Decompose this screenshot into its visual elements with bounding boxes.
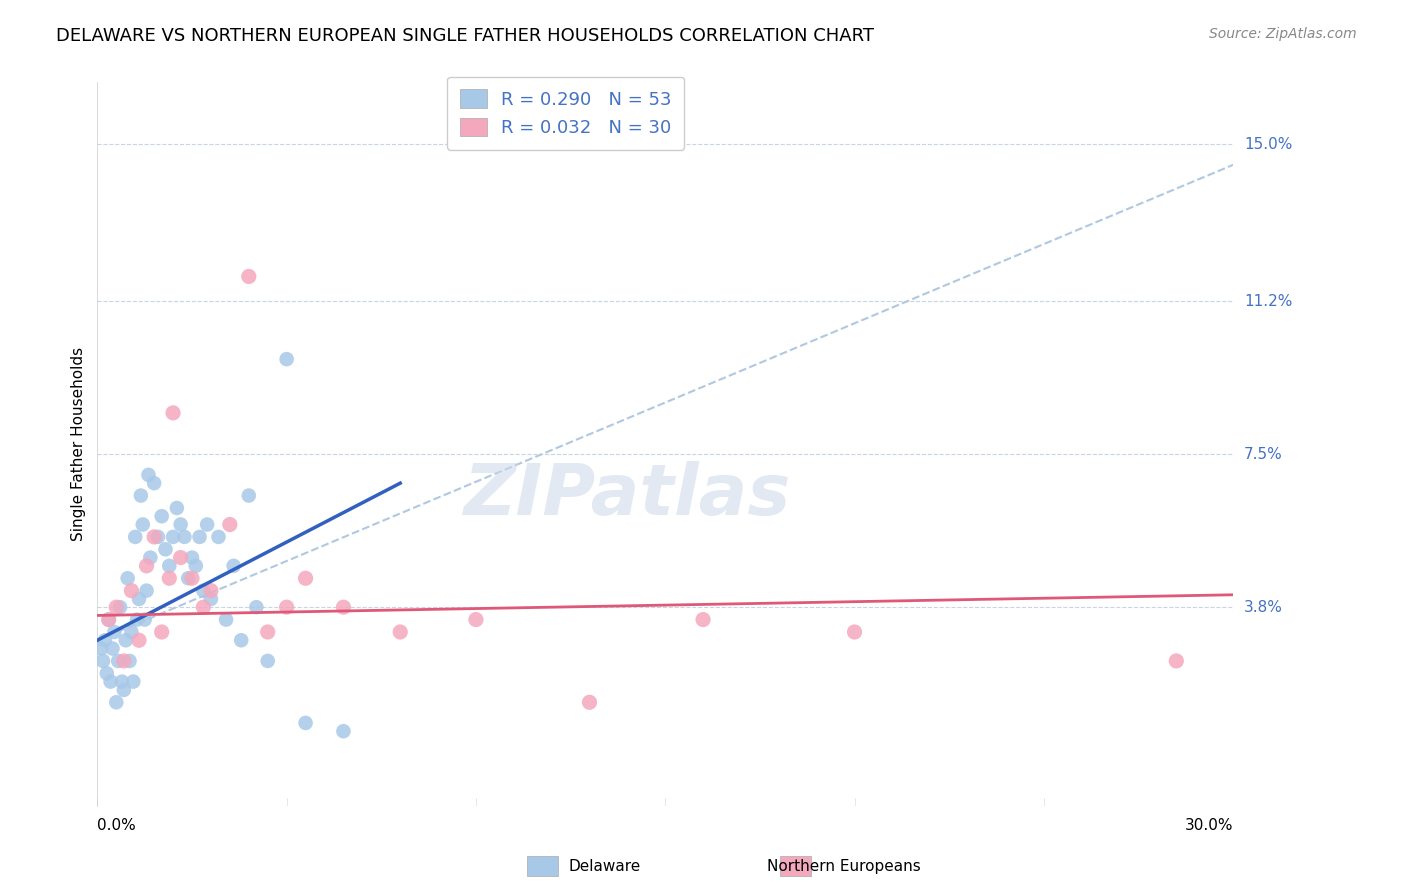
Point (181, 550, 204, 565)
Point (114, 633, 136, 648)
Point (238, 269, 260, 284)
Point (146, 530, 169, 544)
Point (222, 558, 245, 573)
Point (132, 517, 155, 532)
Point (94, 633, 117, 648)
Point (143, 530, 166, 544)
Point (97, 613, 120, 627)
Point (177, 571, 200, 585)
Point (1166, 654, 1188, 668)
Point (138, 467, 160, 482)
Point (118, 654, 141, 668)
Point (90, 641, 112, 656)
Point (692, 613, 714, 627)
FancyBboxPatch shape (780, 856, 811, 876)
Point (112, 654, 135, 668)
Point (105, 600, 128, 615)
Point (135, 558, 157, 573)
Point (139, 550, 162, 565)
Point (207, 530, 229, 544)
Point (120, 583, 142, 598)
Point (96, 666, 118, 681)
Point (150, 509, 173, 524)
Point (108, 600, 131, 615)
Point (200, 591, 222, 606)
Point (111, 674, 134, 689)
Point (155, 542, 177, 557)
Point (143, 476, 166, 491)
Point (91, 654, 114, 668)
Point (127, 613, 149, 627)
Point (389, 625, 412, 640)
Text: 3.8%: 3.8% (1244, 599, 1284, 615)
Point (128, 633, 150, 648)
Point (173, 530, 195, 544)
Point (157, 558, 180, 573)
Point (135, 583, 157, 598)
Text: DELAWARE VS NORTHERN EUROPEAN SINGLE FATHER HOUSEHOLDS CORRELATION CHART: DELAWARE VS NORTHERN EUROPEAN SINGLE FAT… (56, 27, 875, 45)
Point (157, 571, 180, 585)
Text: Delaware: Delaware (568, 859, 641, 874)
Text: 30.0%: 30.0% (1185, 818, 1233, 833)
Point (294, 571, 316, 585)
Point (120, 625, 142, 640)
Point (195, 517, 218, 532)
Y-axis label: Single Father Households: Single Father Households (72, 347, 86, 541)
Text: ZIPatlas: ZIPatlas (464, 461, 792, 530)
Point (107, 654, 129, 668)
Point (218, 517, 240, 532)
Point (256, 654, 278, 668)
Point (200, 583, 222, 598)
Point (122, 674, 145, 689)
Point (188, 530, 211, 544)
Point (128, 591, 150, 606)
Point (276, 352, 298, 367)
Point (166, 500, 188, 515)
Text: Source: ZipAtlas.com: Source: ZipAtlas.com (1209, 27, 1357, 41)
Point (162, 530, 184, 544)
Point (105, 695, 128, 709)
Point (193, 583, 215, 598)
Point (578, 695, 600, 709)
Point (332, 600, 354, 615)
Point (238, 489, 260, 503)
Point (124, 530, 146, 544)
Point (332, 724, 354, 739)
Point (103, 625, 125, 640)
Point (150, 625, 173, 640)
Text: 0.0%: 0.0% (97, 818, 136, 833)
Point (112, 682, 135, 697)
Point (294, 715, 316, 730)
Text: 11.2%: 11.2% (1244, 293, 1292, 309)
Point (169, 550, 191, 565)
Point (134, 613, 156, 627)
Point (162, 406, 184, 420)
Point (129, 489, 152, 503)
Text: 15.0%: 15.0% (1244, 136, 1292, 152)
Point (97, 613, 120, 627)
Point (100, 674, 122, 689)
Point (844, 625, 866, 640)
Point (169, 517, 191, 532)
Point (276, 600, 298, 615)
Text: 7.5%: 7.5% (1244, 447, 1282, 462)
Point (215, 613, 238, 627)
Point (101, 641, 124, 656)
Point (245, 600, 267, 615)
Point (117, 571, 139, 585)
FancyBboxPatch shape (527, 856, 558, 876)
Point (256, 625, 278, 640)
Point (181, 571, 204, 585)
Point (231, 633, 253, 648)
Point (465, 613, 488, 627)
Text: Northern Europeans: Northern Europeans (766, 859, 921, 874)
Legend: R = 0.290   N = 53, R = 0.032   N = 30: R = 0.290 N = 53, R = 0.032 N = 30 (447, 77, 685, 150)
Point (193, 600, 215, 615)
Point (184, 558, 207, 573)
